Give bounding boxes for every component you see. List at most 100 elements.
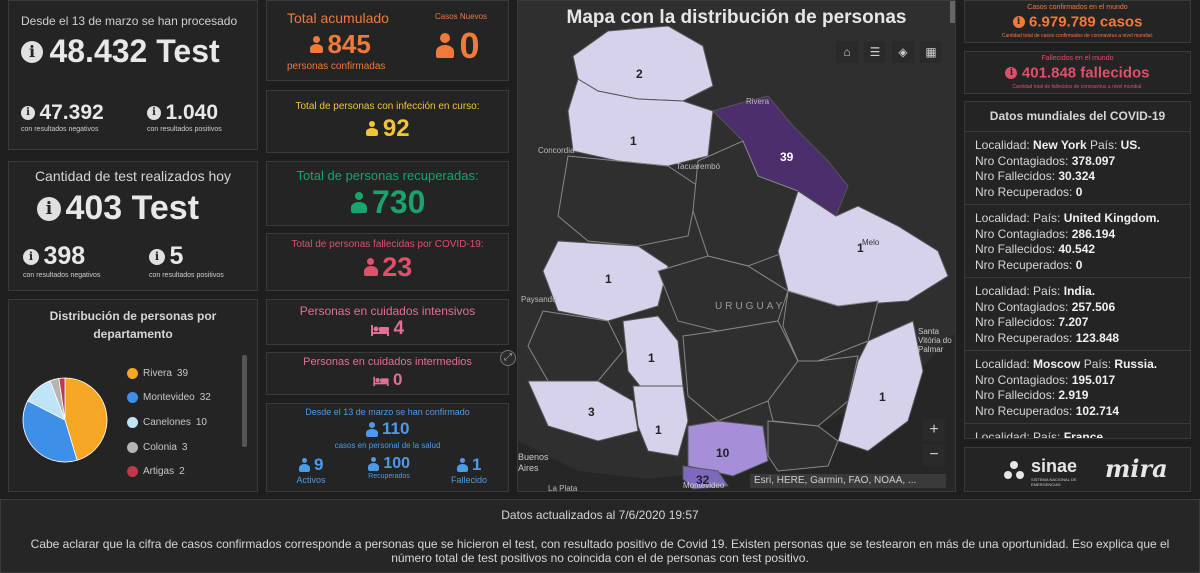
world-list-title: Datos mundiales del COVID-19 (965, 102, 1190, 132)
world-list-item[interactable]: Localidad: País: France.Nro Contagiados:… (965, 424, 1190, 438)
active-title: Total de personas con infección en curso… (295, 101, 480, 112)
legend-item-colonia[interactable]: Colonia 3 (127, 442, 187, 453)
bed-icon (370, 324, 389, 336)
world-confirmed-panel: Casos confirmados en el mundo i 6.979.78… (964, 0, 1191, 43)
expand-icon[interactable]: ⤢ (500, 350, 516, 366)
intermediate-panel: Personas en cuidados intermedios 0 (266, 352, 509, 395)
world-item-recovered: Nro Recuperados: 123.848 (975, 330, 1120, 345)
world-item-confirmed: Nro Contagiados: 257.506 (975, 299, 1116, 314)
today-positives: i 5 con resultados positivos (149, 242, 224, 279)
place-label: Rivera (746, 97, 770, 106)
today-positives-label: con resultados positivos (149, 272, 224, 279)
world-list-item[interactable]: Localidad: New York País: US. Nro Contagi… (965, 132, 1190, 205)
zoom-out-button[interactable]: − (923, 444, 945, 466)
today-positives-value: 5 (169, 242, 184, 270)
department-treinta-y-tres (782, 290, 879, 362)
deceased-title: Total de personas fallecidas por COVID-1… (291, 239, 484, 250)
person-icon (367, 457, 379, 471)
map-count[interactable]: 1 (648, 351, 655, 365)
new-cases-value: 0 (459, 25, 480, 66)
map-count[interactable]: 1 (655, 423, 662, 437)
map-count[interactable]: 3 (588, 405, 595, 419)
footer-updated: Datos actualizados al 7/6/2020 19:57 (501, 508, 699, 522)
department-colonia (527, 380, 639, 442)
place-label: Concordia (538, 146, 575, 155)
department-cerro-largo (777, 190, 949, 307)
map-count[interactable]: 1 (857, 241, 864, 255)
legend-swatch (127, 392, 138, 403)
list-icon[interactable]: ☰ (864, 41, 886, 63)
footer-note: Cabe aclarar que la cifra de casos confi… (30, 537, 1170, 565)
deceased-value: 23 (382, 252, 413, 282)
legend-item-artigas[interactable]: Artigas 2 (127, 466, 185, 477)
legend-label: Artigas (143, 466, 175, 478)
country-label: URUGUAY (715, 301, 786, 312)
legend-value: 32 (199, 392, 211, 404)
map-count[interactable]: 1 (605, 272, 612, 286)
today-negatives: i 398 con resultados negativos (23, 242, 100, 279)
legend-item-montevideo[interactable]: Montevideo 32 (127, 392, 211, 403)
legend-swatch (127, 417, 138, 428)
layers-icon[interactable]: ◈ (892, 41, 914, 63)
world-list-item[interactable]: Localidad: País: India. Nro Contagiados: … (965, 278, 1190, 351)
map-panel[interactable]: Mapa con la distribución de personas Riv… (517, 0, 956, 492)
legend-swatch (127, 442, 138, 453)
legend-label: Montevideo (143, 392, 195, 404)
info-icon: i (21, 40, 43, 63)
legend-value: 10 (195, 417, 207, 429)
world-list-item[interactable]: Localidad: Moscow País: Russia. Nro Conta… (965, 351, 1190, 424)
intermediate-value-row: 0 (267, 370, 508, 390)
health-activos-label: Activos (296, 475, 326, 485)
info-icon: i (149, 248, 165, 265)
department-rocha (837, 320, 924, 452)
map-count[interactable]: 1 (879, 390, 886, 404)
map-count[interactable]: 2 (636, 67, 643, 81)
world-deaths-title: Fallecidos en el mundo (1041, 55, 1114, 62)
accumulated-value-row: 845 (309, 29, 371, 60)
today-negatives-value: 398 (43, 242, 86, 270)
map-count[interactable]: 1 (630, 134, 637, 148)
world-list-item[interactable]: Localidad: País: United Kingdom. Nro Cont… (965, 205, 1190, 278)
zoom-in-button[interactable]: + (923, 419, 945, 441)
logos-panel: sinae SISTEMA NACIONAL DE EMERGENCIAS mi… (964, 447, 1191, 492)
legend-label: Rivera (143, 368, 172, 380)
pie-slice-rivera[interactable] (64, 377, 108, 461)
world-list[interactable]: Localidad: New York País: US. Nro Contagi… (965, 132, 1190, 438)
active-panel: Total de personas con infección en curso… (266, 90, 509, 153)
department-rio-negro (542, 240, 669, 322)
info-icon: i (1005, 66, 1018, 79)
mira-logo: mira (1105, 454, 1168, 483)
health-recuperados-value: 100 (383, 455, 411, 472)
map-count[interactable]: 32 (696, 473, 710, 487)
world-item-deaths: Nro Fallecidos: 40.542 (975, 242, 1096, 256)
health-recuperados: 100 Recuperados (359, 455, 419, 480)
tests-negatives-label: con resultados negativos (21, 126, 99, 133)
pie-slice-montevideo[interactable] (22, 400, 78, 463)
world-confirmed-row: i 6.979.789 casos (965, 13, 1190, 31)
legend-item-rivera[interactable]: Rivera 39 (127, 368, 188, 379)
world-deaths-panel: Fallecidos en el mundo i 401.848 falleci… (964, 51, 1191, 94)
distribution-pie-chart[interactable] (15, 370, 115, 470)
legend-item-canelones[interactable]: Canelones 10 (127, 417, 207, 428)
pie-slice-artigas[interactable] (58, 377, 66, 421)
tests-total-row: i 48.432 Test (21, 33, 220, 70)
world-item-deaths: Nro Fallecidos: 30.324 (975, 169, 1096, 183)
health-fallecido: 1 Fallecido (444, 455, 494, 485)
person-icon (309, 35, 323, 54)
world-item-locality: Localidad: New York País: US. (975, 138, 1141, 152)
place-label: Montevideo (683, 481, 725, 490)
basemap-icon[interactable]: ▦ (920, 41, 942, 63)
map-canvas[interactable] (518, 1, 956, 492)
map-scrollbar[interactable] (950, 1, 955, 23)
world-item-locality: Localidad: Moscow País: Russia. (975, 357, 1158, 371)
world-list-panel: Datos mundiales del COVID-19 Localidad: … (964, 101, 1191, 439)
legend-scrollbar[interactable] (242, 355, 247, 447)
map-count[interactable]: 10 (716, 446, 730, 460)
map-attribution[interactable]: Esri, HERE, Garmin, FAO, NOAA, ... (750, 474, 946, 488)
home-icon[interactable]: ⌂ (836, 41, 858, 63)
sinae-logo-icon (1004, 461, 1024, 479)
world-item-locality: Localidad: País: United Kingdom. (975, 211, 1160, 225)
distribution-title: Distribución de personas por departament… (49, 309, 217, 341)
today-total-row: i 403 Test (37, 189, 199, 228)
map-count[interactable]: 39 (780, 150, 794, 164)
